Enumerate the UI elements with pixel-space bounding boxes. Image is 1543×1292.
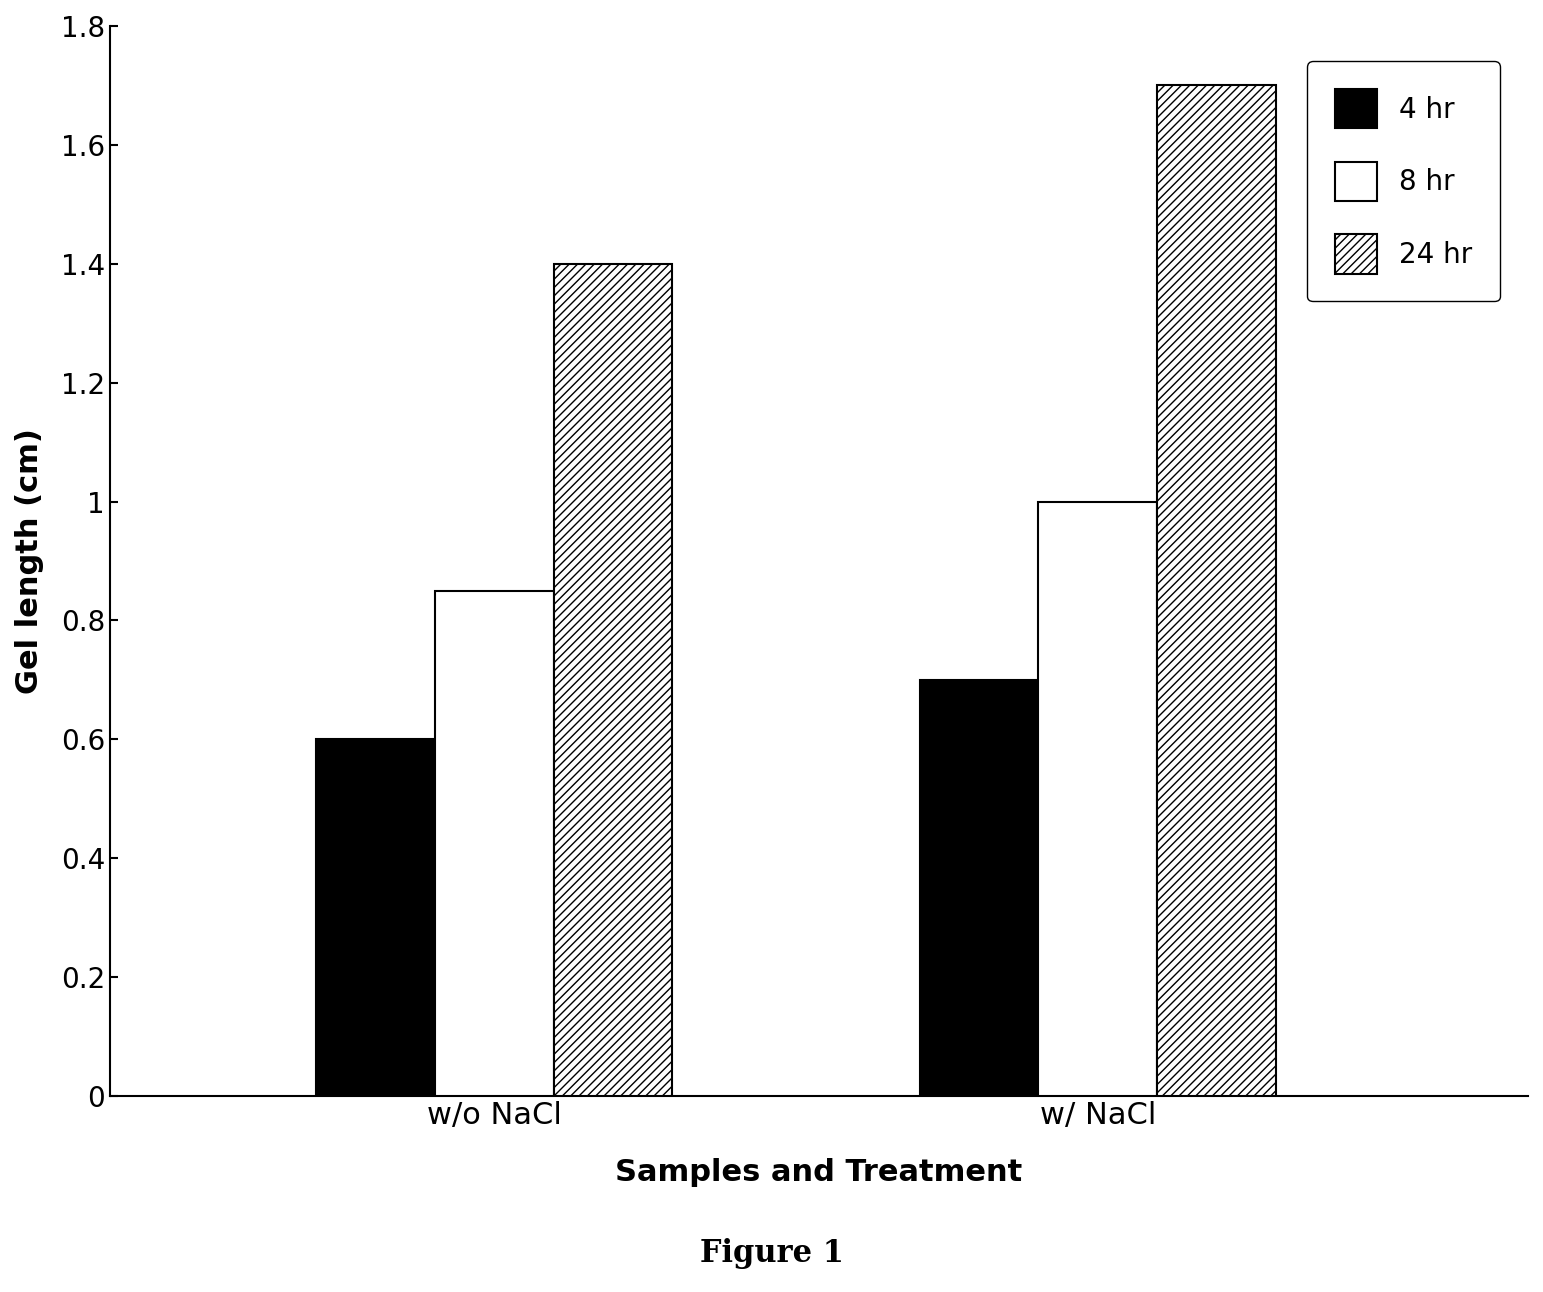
Bar — [554, 264, 673, 1096]
Bar — [1038, 501, 1157, 1096]
X-axis label: Samples and Treatment: Samples and Treatment — [616, 1158, 1023, 1186]
Bar — [1157, 85, 1276, 1096]
Y-axis label: Gel length (cm): Gel length (cm) — [15, 428, 45, 694]
Bar — [920, 680, 1038, 1096]
Bar — [316, 739, 435, 1096]
Text: Figure 1: Figure 1 — [699, 1238, 844, 1269]
Legend: 4 hr, 8 hr, 24 hr: 4 hr, 8 hr, 24 hr — [1307, 61, 1500, 301]
Bar — [435, 590, 554, 1096]
